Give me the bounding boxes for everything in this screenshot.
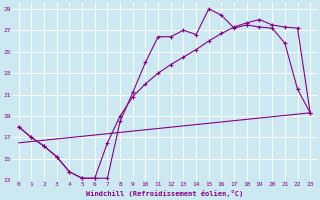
X-axis label: Windchill (Refroidissement éolien,°C): Windchill (Refroidissement éolien,°C) — [86, 190, 243, 197]
